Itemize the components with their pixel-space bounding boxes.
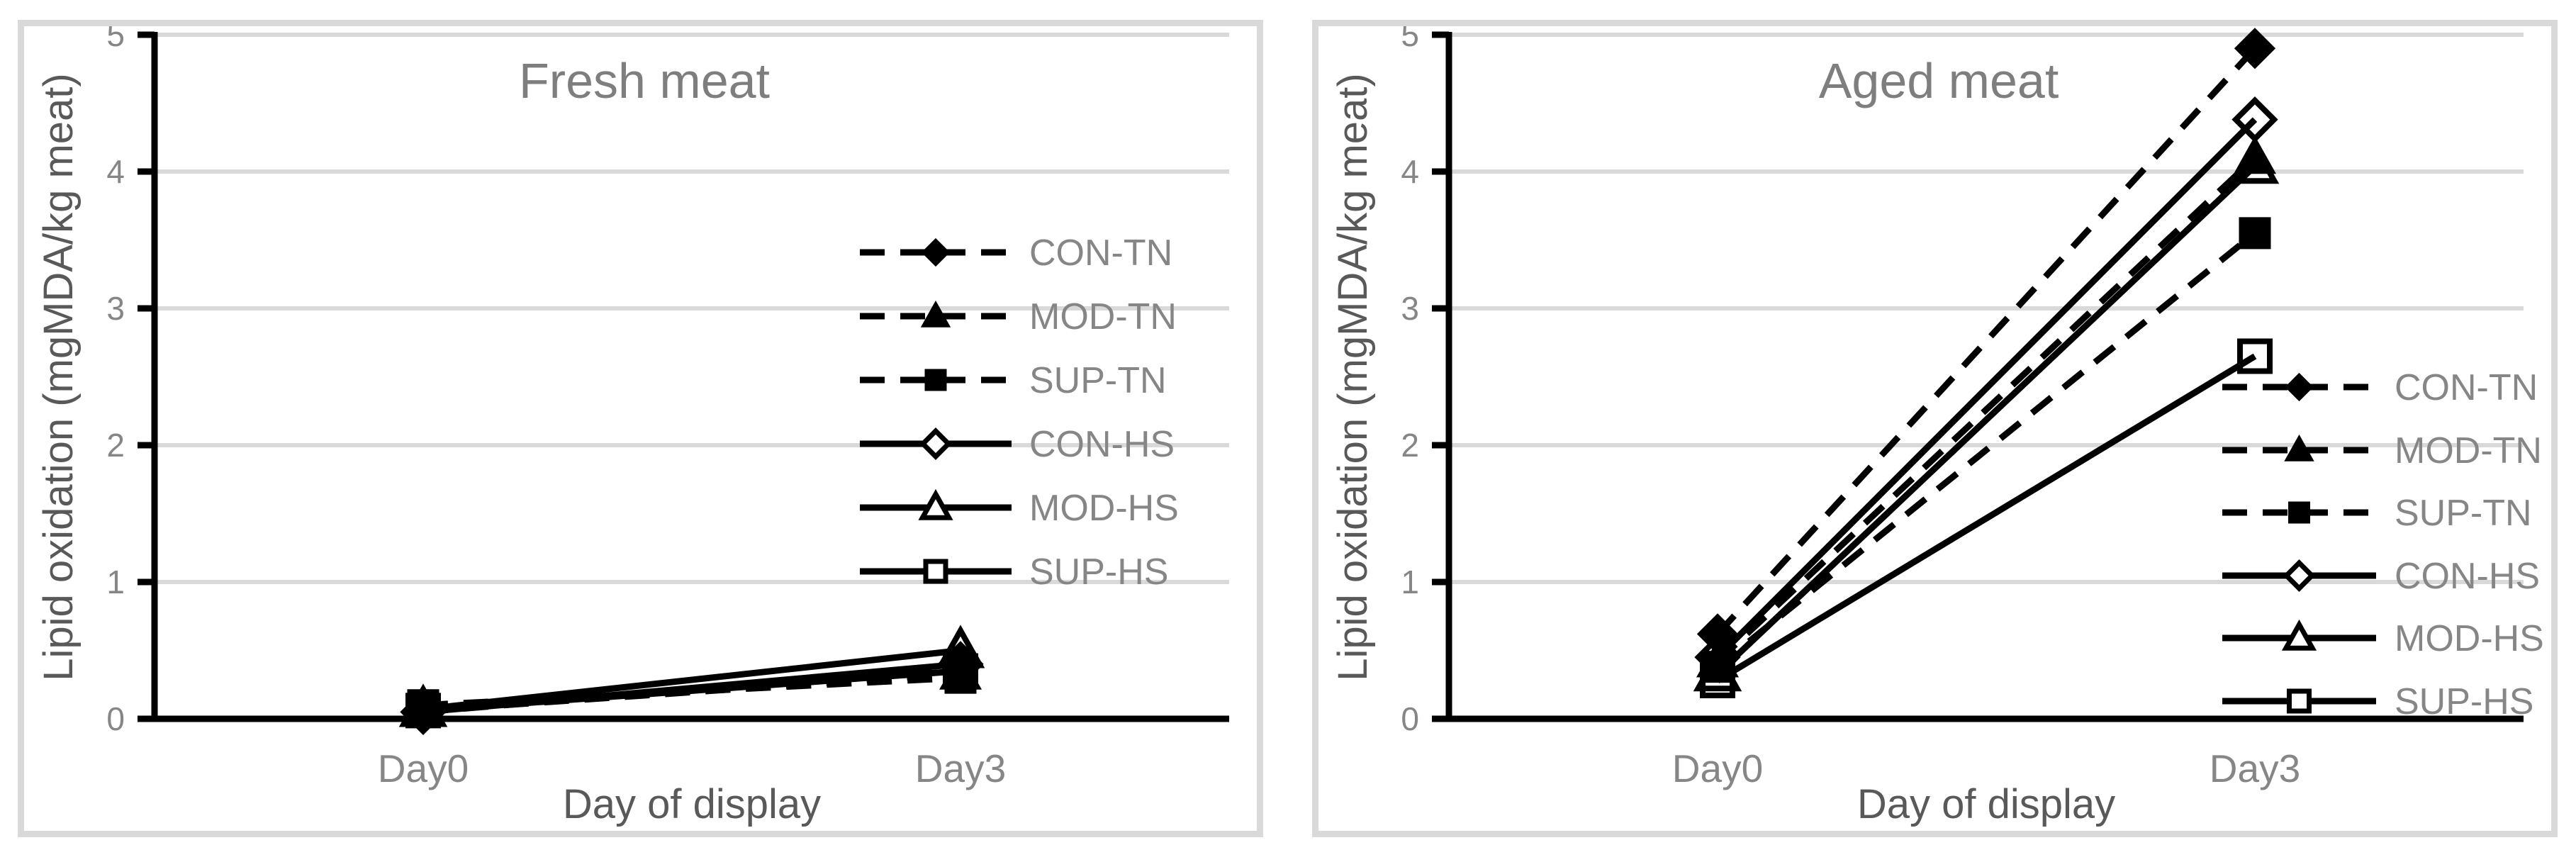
series-lines-1 — [1715, 46, 2258, 683]
gridlines-1 — [1449, 33, 2524, 584]
aged-meat-chart-panel: 0 1 2 3 4 5 Day0 Day3 Aged meat Day of display Lip… — [1312, 20, 2558, 837]
y-tick-label: 1 — [106, 564, 125, 600]
legend-marker-diamond — [919, 427, 952, 460]
y-tick-label: 3 — [106, 290, 125, 327]
legend-item-SUP-HS: SUP-HS — [2222, 681, 2533, 722]
legend-label: SUP-HS — [2395, 681, 2533, 722]
y-tick-label: 0 — [1401, 700, 1419, 737]
x-category-label: Day3 — [915, 746, 1006, 790]
legend-marker-triangle — [918, 488, 953, 520]
chart-svg-1: 0 1 2 3 4 5 Day0 Day3 Aged meat Day of display Lip… — [1330, 26, 2544, 827]
series-line-SUP-HS — [422, 667, 961, 714]
legend-label: CON-HS — [1029, 424, 1175, 465]
legend-marker-diamond — [2283, 559, 2316, 592]
legend-label: MOD-TN — [1029, 296, 1177, 337]
series-marker-SUP-HS-Day0 — [1700, 662, 1735, 698]
legend-item-MOD-TN: MOD-TN — [2222, 430, 2542, 471]
series-marker-CON-HS-Day0 — [1694, 634, 1741, 681]
y-tick-labels-1: 0 1 2 3 4 5 — [1401, 26, 1419, 737]
legend-marker-square — [2288, 501, 2310, 524]
series-marker-SUP-HS-Day3 — [2237, 338, 2273, 374]
y-tick-label: 4 — [1401, 153, 1419, 190]
y-tick-label: 1 — [1401, 564, 1419, 600]
legend-label: SUP-TN — [2395, 493, 2532, 534]
legend-item-CON-TN: CON-TN — [860, 233, 1172, 274]
series-marker-SUP-HS-Day3 — [943, 653, 978, 689]
series-line-CON-TN — [1715, 46, 2258, 637]
legend-marker-triangle — [920, 300, 951, 328]
series-markers-1 — [1693, 28, 2280, 698]
series-line-MOD-HS — [1715, 164, 2258, 676]
fresh-meat-chart-panel: 0 1 2 3 4 5 Day0 Day3 Fresh meat Day of display Li… — [18, 20, 1263, 837]
y-tick-label: 2 — [1401, 427, 1419, 464]
legend-0: CON-TN MOD-TN SUP-TN CON-HS MOD-HS SUP-HS — [860, 233, 1179, 593]
legend-label: SUP-HS — [1029, 552, 1168, 593]
legend-item-MOD-TN: MOD-TN — [860, 296, 1177, 337]
x-category-label: Day0 — [378, 746, 469, 790]
x-category-label: Day3 — [2210, 746, 2300, 790]
y-tick-label: 0 — [106, 700, 125, 737]
axes-1 — [1432, 31, 2524, 722]
chart-title: Fresh meat — [519, 53, 770, 108]
chart-svg-0: 0 1 2 3 4 5 Day0 Day3 Fresh meat Day of display Li… — [35, 26, 1229, 827]
legend-marker-square — [924, 369, 947, 391]
legend-label: CON-TN — [2395, 367, 2538, 408]
chart-title: Aged meat — [1819, 53, 2059, 108]
legend-1: CON-TN MOD-TN SUP-TN CON-HS MOD-HS SUP-HS — [2222, 367, 2544, 722]
y-tick-label: 5 — [106, 26, 125, 53]
y-tick-labels-0: 0 1 2 3 4 5 — [106, 26, 125, 737]
legend-marker-square — [2287, 688, 2312, 714]
series-marker-MOD-HS-Day0 — [1693, 648, 1742, 692]
series-line-SUP-TN — [1715, 230, 2257, 670]
x-axis-title: Day of display — [563, 781, 821, 827]
series-lines-0 — [422, 647, 961, 715]
legend-marker-diamond — [2285, 372, 2314, 402]
series-line-SUP-HS — [1715, 353, 2257, 683]
legend-label: CON-TN — [1029, 233, 1172, 274]
series-marker-SUP-TN-Day3 — [2239, 217, 2271, 250]
legend-label: CON-HS — [2395, 556, 2540, 597]
y-axis-title: Lipid oxidation (mgMDA/kg meat) — [35, 73, 82, 681]
x-category-label: Day0 — [1672, 746, 1763, 790]
y-tick-label: 5 — [1401, 26, 1419, 53]
series-marker-MOD-HS-Day3 — [936, 625, 985, 668]
series-markers-0 — [398, 625, 985, 736]
legend-label: MOD-TN — [2395, 430, 2542, 471]
series-marker-MOD-HS-Day3 — [2230, 140, 2280, 184]
legend-label: MOD-HS — [2395, 618, 2544, 659]
legend-item-MOD-HS: MOD-HS — [860, 488, 1179, 529]
legend-marker-triangle — [2281, 619, 2317, 651]
legend-item-SUP-TN: SUP-TN — [860, 360, 1167, 401]
legend-item-MOD-HS: MOD-HS — [2222, 618, 2544, 659]
series-marker-SUP-HS-Day0 — [405, 693, 441, 729]
series-line-MOD-HS — [422, 647, 961, 712]
series-line-MOD-TN — [1715, 155, 2258, 664]
x-axis-title: Day of display — [1857, 781, 2115, 827]
series-marker-CON-TN-Day3 — [2234, 28, 2276, 69]
axes-0 — [138, 31, 1229, 722]
legend-marker-triangle — [2284, 434, 2314, 461]
series-marker-CON-HS-Day3 — [2231, 96, 2278, 143]
legend-item-SUP-HS: SUP-HS — [860, 552, 1168, 593]
gridlines-0 — [155, 33, 1229, 584]
legend-label: SUP-TN — [1029, 360, 1167, 401]
legend-item-CON-HS: CON-HS — [860, 424, 1175, 465]
legend-marker-diamond — [921, 237, 951, 267]
series-line-CON-HS — [1715, 117, 2258, 660]
legend-marker-square — [923, 559, 948, 584]
legend-item-CON-HS: CON-HS — [2222, 556, 2540, 597]
legend-label: MOD-HS — [1029, 488, 1179, 529]
y-tick-label: 4 — [106, 153, 125, 190]
legend-item-SUP-TN: SUP-TN — [2222, 493, 2532, 534]
legend-item-CON-TN: CON-TN — [2222, 367, 2538, 408]
y-tick-label: 3 — [1401, 290, 1419, 327]
y-axis-title: Lipid oxidation (mgMDA/kg meat) — [1330, 73, 1376, 681]
y-tick-label: 2 — [106, 427, 125, 464]
